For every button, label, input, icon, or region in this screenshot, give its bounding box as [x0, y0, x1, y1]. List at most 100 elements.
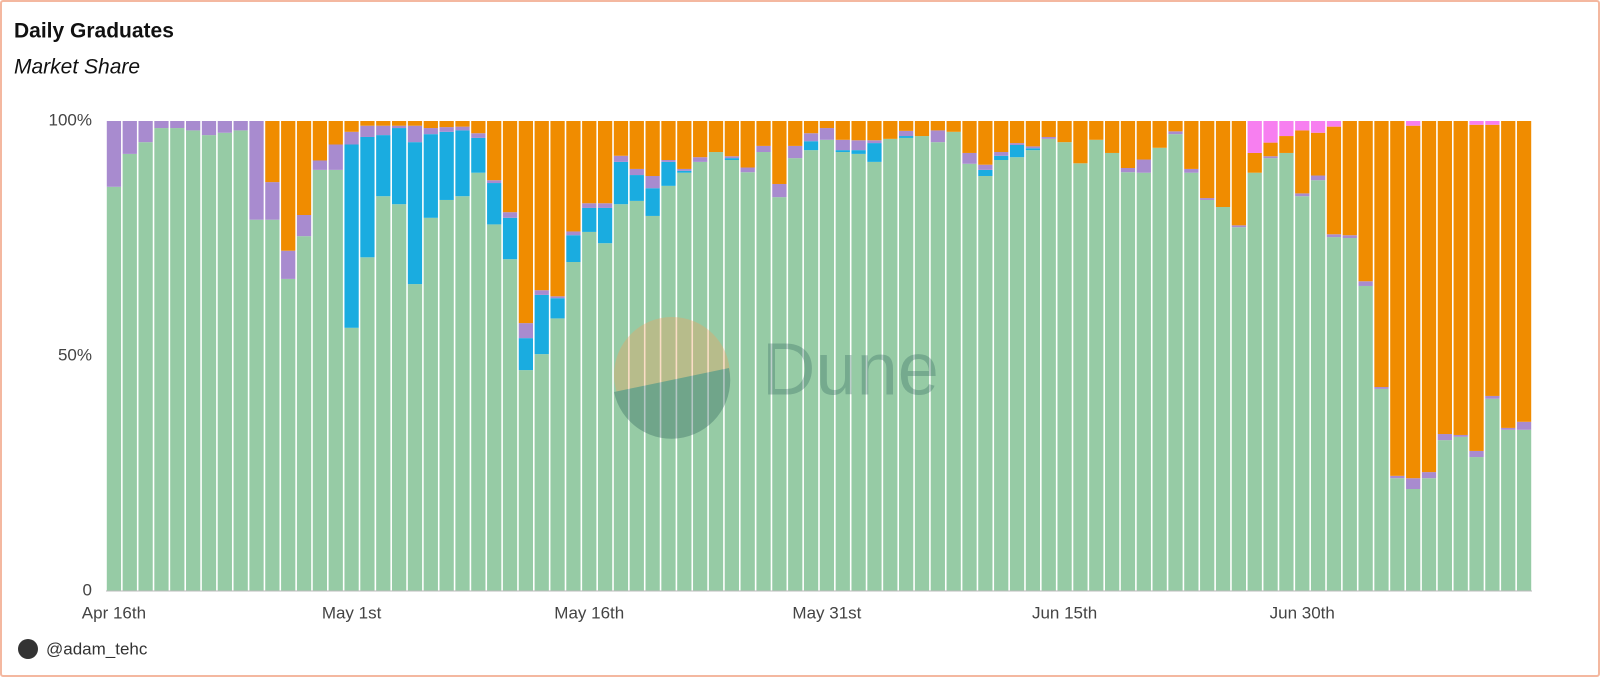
bar-segment — [1247, 172, 1262, 591]
bar-segment — [1469, 450, 1484, 458]
bar-segment — [376, 196, 391, 591]
bar-segment — [138, 142, 153, 591]
bar-segment — [1469, 457, 1484, 591]
bar-segment — [597, 207, 613, 244]
bar-segment — [1437, 434, 1452, 441]
bar-segment — [281, 250, 296, 279]
bar-segment — [1184, 172, 1199, 591]
bar-segment — [360, 136, 375, 258]
bar-segment — [518, 338, 534, 371]
bar-segment — [1009, 157, 1025, 591]
bar-segment — [899, 121, 914, 131]
bar-segment — [1104, 121, 1120, 153]
bar-segment — [566, 231, 581, 236]
bar-segment — [629, 175, 644, 201]
bar-segment — [1009, 144, 1025, 158]
bar-segment — [835, 139, 850, 151]
bar-segment — [455, 196, 470, 591]
bar-segment — [502, 121, 518, 213]
bar-segment — [534, 121, 549, 291]
bar-segment — [154, 128, 169, 592]
bar-segment — [978, 175, 993, 592]
bar-segment — [534, 290, 549, 295]
bar-segment — [803, 150, 819, 591]
bar-segment — [1041, 136, 1056, 139]
bar-segment — [296, 215, 312, 237]
bar-segment — [439, 121, 454, 128]
bar-segment — [1310, 175, 1326, 181]
y-tick-label: 100% — [49, 110, 92, 129]
bar-segment — [1057, 142, 1072, 591]
bar-segment — [645, 215, 660, 591]
bar-segment — [471, 133, 486, 138]
bar-segment — [186, 121, 201, 131]
bar-segment — [1136, 159, 1151, 173]
bar-segment — [1041, 138, 1056, 592]
bar-segment — [582, 207, 597, 232]
bar-segment — [344, 131, 359, 145]
bar-segment — [518, 121, 534, 324]
bar-segment — [661, 185, 676, 592]
bar-segment — [1104, 152, 1120, 591]
bar-segment — [613, 121, 629, 156]
bar-segment — [803, 141, 819, 151]
bar-segment — [407, 125, 423, 143]
bar-segment — [376, 125, 391, 136]
bar-segment — [487, 224, 502, 591]
bar-segment — [1516, 429, 1532, 591]
bar-segment — [851, 140, 866, 151]
bar-segment — [772, 197, 787, 591]
y-tick-label: 50% — [58, 345, 92, 364]
bar-segment — [1168, 134, 1183, 591]
bar-segment — [788, 158, 803, 591]
bar-segment — [1406, 489, 1421, 591]
bar-segment — [1342, 235, 1357, 239]
bar-segment — [1437, 440, 1452, 591]
bar-segment — [407, 121, 423, 126]
bar-segment — [803, 121, 819, 134]
bar-segment — [344, 327, 359, 591]
bar-segment — [455, 130, 470, 197]
bar-segment — [994, 155, 1009, 161]
bar-segment — [455, 121, 470, 127]
bar-segment — [138, 121, 153, 143]
bar-segment — [582, 231, 597, 592]
bar-segment — [1009, 143, 1025, 145]
bar-segment — [883, 121, 898, 139]
bar-segment — [1437, 121, 1452, 435]
bar-segment — [994, 121, 1009, 153]
bar-segment — [1516, 421, 1532, 430]
bar-segment — [1279, 152, 1294, 591]
bar-segment — [978, 121, 993, 165]
bar-segment — [851, 150, 866, 154]
bar-segment — [1374, 388, 1389, 591]
bar-segment — [407, 284, 423, 591]
x-tick-label: May 16th — [554, 603, 624, 622]
bar-segment — [819, 121, 835, 129]
bar-segment — [978, 164, 993, 170]
bar-segment — [835, 150, 850, 153]
bar-segment — [566, 262, 581, 591]
bar-segment — [962, 163, 977, 591]
bar-segment — [502, 259, 518, 591]
bar-segment — [597, 243, 613, 591]
avatar — [18, 639, 38, 659]
bar-segment — [914, 136, 930, 592]
bar-segment — [661, 161, 676, 186]
bar-segment — [724, 121, 739, 157]
bar-segment — [994, 152, 1009, 156]
bar-segment — [693, 161, 708, 591]
bar-segment — [550, 318, 565, 591]
bar-segment — [1390, 478, 1405, 591]
bar-segment — [1310, 121, 1326, 133]
bar-segment — [1200, 198, 1215, 200]
bar-segment — [1358, 281, 1373, 286]
bar-segment — [962, 121, 977, 153]
bar-segment — [344, 121, 359, 132]
bar-segment — [1152, 147, 1167, 592]
bar-segment — [1025, 121, 1041, 147]
bar-segment — [645, 175, 660, 189]
bar-segment — [1501, 429, 1516, 591]
bar-segment — [233, 130, 248, 591]
bar-segment — [962, 152, 977, 164]
